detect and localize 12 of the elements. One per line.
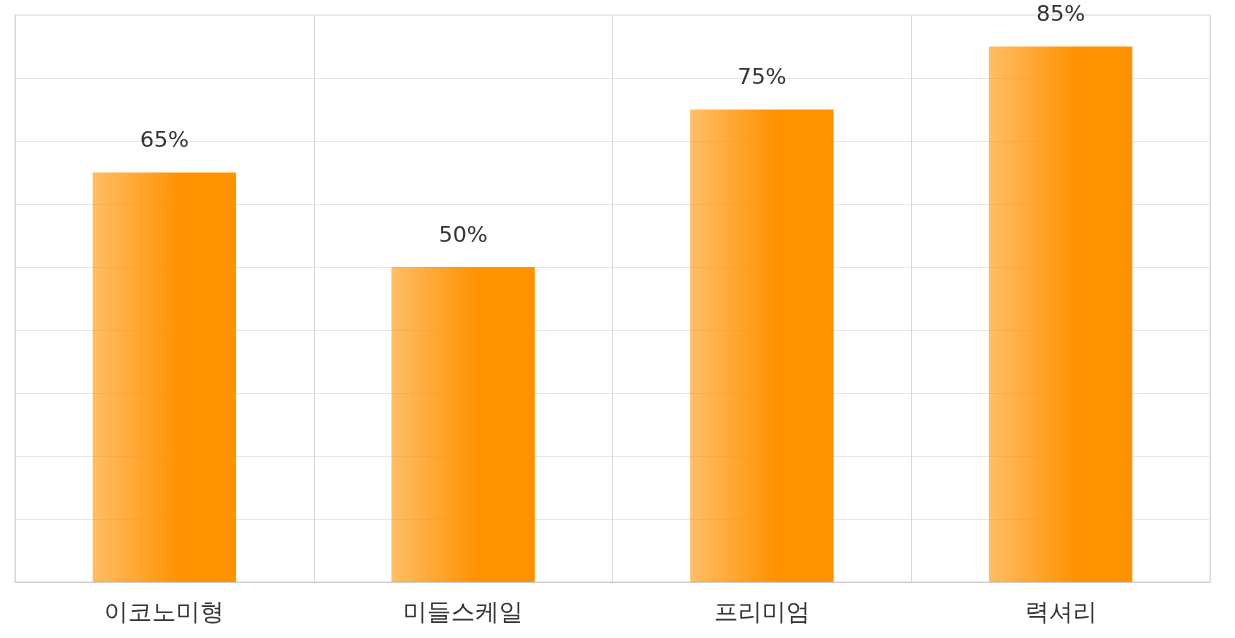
x-tick-label: 이코노미형 [104, 598, 225, 626]
data-label: 65% [139, 127, 189, 152]
x-tick-label: 미들스케일 [403, 598, 524, 626]
bar [92, 172, 237, 582]
bar [391, 267, 535, 582]
bar [988, 46, 1133, 582]
bar [690, 109, 834, 582]
data-label: 75% [737, 64, 787, 89]
x-tick-label: 프리미엄 [713, 598, 810, 626]
x-tick-label: 력셔리 [1024, 598, 1097, 626]
data-label: 85% [1036, 1, 1086, 26]
data-label: 50% [438, 221, 488, 247]
